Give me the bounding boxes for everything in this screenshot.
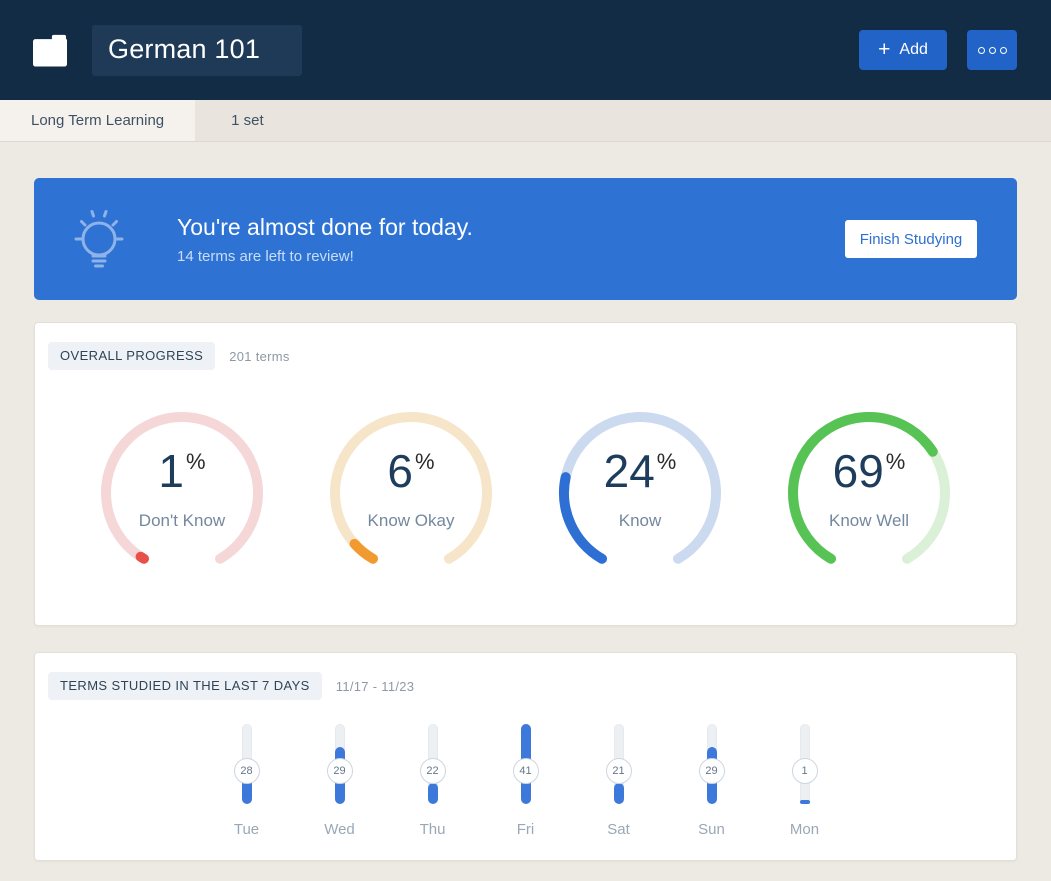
day-count-badge: 28 <box>233 758 260 784</box>
header-actions: + Add <box>859 30 1017 70</box>
gauge-value: 69% <box>832 445 906 497</box>
gauge-know-well: 69% Know Well <box>779 403 959 589</box>
tab-bar: Long Term Learning 1 set <box>0 100 1051 142</box>
day-slider-track: 21 <box>605 724 632 804</box>
day-count-badge: 29 <box>698 758 725 784</box>
gauge-arc <box>101 412 263 564</box>
day-label: Thu <box>419 821 446 838</box>
study-banner: You're almost done for today. 14 terms a… <box>34 178 1017 300</box>
more-button[interactable] <box>967 30 1017 70</box>
tab-long-term-learning[interactable]: Long Term Learning <box>0 100 196 141</box>
gauge-know-okay: 6% Know Okay <box>321 403 501 589</box>
plus-icon: + <box>878 37 891 61</box>
banner-title: You're almost done for today. <box>177 213 473 240</box>
overall-progress-heading: OVERALL PROGRESS <box>48 342 216 370</box>
banner-subtitle: 14 terms are left to review! <box>177 247 354 265</box>
day-slider-track: 22 <box>419 724 446 804</box>
folder-icon <box>33 34 68 67</box>
day-label: Tue <box>233 821 260 838</box>
day-slider-fill <box>613 783 624 804</box>
day-slider-fill <box>427 783 438 804</box>
add-button-label: Add <box>899 41 928 58</box>
day-thu: 22 Thu <box>386 724 479 838</box>
gauge-label: Know Okay <box>367 511 455 530</box>
day-count-badge: 22 <box>419 758 446 784</box>
gauge-arc <box>559 412 721 564</box>
day-count-badge: 41 <box>512 758 539 784</box>
page-title: German 101 <box>108 33 261 64</box>
gauge-arc <box>788 412 950 564</box>
day-slider-track: 29 <box>326 724 353 804</box>
day-slider-fill <box>241 768 252 804</box>
day-count-badge: 29 <box>326 758 353 784</box>
day-slider-track: 29 <box>698 724 725 804</box>
gauge-don-t-know: 1% Don't Know <box>92 403 272 589</box>
day-label: Fri <box>516 821 535 838</box>
gauge-label: Know Well <box>829 511 909 530</box>
day-slider-fill <box>799 800 810 804</box>
more-dots-icon <box>999 46 1007 54</box>
terms-count: 201 terms <box>229 348 290 364</box>
last-7-days-header: TERMS STUDIED IN THE LAST 7 DAYS 11/17 -… <box>48 672 1003 700</box>
day-label: Wed <box>324 821 355 838</box>
day-slider-track: 1 <box>791 724 818 804</box>
tab-sets[interactable]: 1 set <box>195 100 300 141</box>
gauge-label: Know <box>618 511 662 530</box>
class-title-box[interactable]: German 101 <box>92 24 303 76</box>
gauge-label: Don't Know <box>138 511 226 530</box>
day-sun: 29 Sun <box>665 724 758 838</box>
day-label: Mon <box>789 821 820 838</box>
more-dots-icon <box>988 46 996 54</box>
day-count-badge: 21 <box>605 758 632 784</box>
tab-label: 1 set <box>231 112 264 129</box>
date-range: 11/17 - 11/23 <box>335 678 415 694</box>
day-mon: 1 Mon <box>758 724 851 838</box>
day-label: Sat <box>607 821 630 838</box>
finish-studying-button[interactable]: Finish Studying <box>845 220 977 258</box>
add-button[interactable]: + Add <box>859 30 947 70</box>
gauge-value: 24% <box>603 445 677 497</box>
overall-progress-header: OVERALL PROGRESS 201 terms <box>48 342 1003 370</box>
header: German 101 + Add <box>0 0 1051 100</box>
last-7-days-card: TERMS STUDIED IN THE LAST 7 DAYS 11/17 -… <box>34 652 1017 861</box>
gauge-value: 6% <box>387 445 435 497</box>
day-label: Sun <box>698 821 725 838</box>
last-7-days-heading: TERMS STUDIED IN THE LAST 7 DAYS <box>48 672 322 700</box>
day-sat: 21 Sat <box>572 724 665 838</box>
day-tue: 28 Tue <box>200 724 293 838</box>
day-slider-track: 41 <box>512 724 539 804</box>
tab-label: Long Term Learning <box>31 112 165 129</box>
gauge-arc <box>330 412 492 564</box>
main-content: You're almost done for today. 14 terms a… <box>0 142 1051 861</box>
days-row: 28 Tue 29 Wed 22 Thu 41 Fri 21 Sat 29 Sun 1 Mon <box>48 724 1003 838</box>
day-fri: 41 Fri <box>479 724 572 838</box>
more-dots-icon <box>977 46 985 54</box>
banner-text: You're almost done for today. 14 terms a… <box>177 214 473 265</box>
overall-progress-card: OVERALL PROGRESS 201 terms 1% Don't Know 6… <box>34 322 1017 626</box>
day-slider-track: 28 <box>233 724 260 804</box>
gauges-row: 1% Don't Know 6% Know Okay 24% Know 69% Know We… <box>48 403 1003 589</box>
lightbulb-icon <box>74 210 124 268</box>
day-count-badge: 1 <box>791 758 818 784</box>
day-wed: 29 Wed <box>293 724 386 838</box>
gauge-value: 1% <box>158 445 206 497</box>
gauge-know: 24% Know <box>550 403 730 589</box>
